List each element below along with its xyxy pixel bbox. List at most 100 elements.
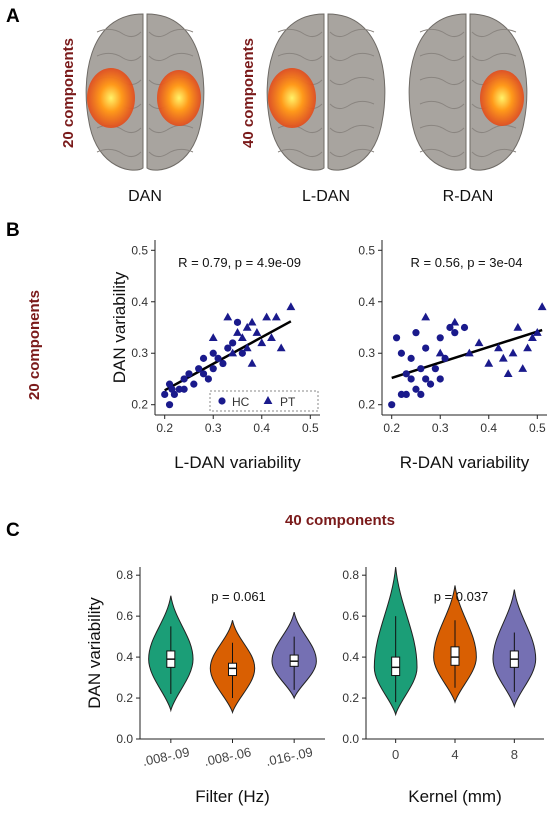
data-point-hc xyxy=(168,385,176,393)
iqr-box xyxy=(450,646,460,666)
sulcus xyxy=(148,52,194,62)
y-tick-label: 0.4 xyxy=(342,650,359,664)
panel-c-top-label: 40 components xyxy=(285,512,395,529)
y-tick-label: 0.8 xyxy=(342,568,359,582)
data-point-pt xyxy=(474,338,484,347)
legend-hc-label: HC xyxy=(232,395,250,409)
legend-pt-marker xyxy=(263,396,273,404)
x-axis-title: Filter (Hz) xyxy=(195,787,270,806)
violin-chart-kernel: 0.0 0.2 0.4 0.6 0.8 0 4 8 p = 0.037 Kernel (mm) xyxy=(342,566,544,806)
data-point-hc xyxy=(199,354,208,362)
data-point-hc xyxy=(426,380,435,388)
sulcus xyxy=(277,28,323,38)
sulcus xyxy=(329,148,375,158)
y-tick-label: 0.5 xyxy=(131,243,148,257)
data-point-pt xyxy=(513,322,523,331)
data-point-hc xyxy=(185,370,193,378)
panel-a-label-40: 40 components xyxy=(240,38,257,148)
x-tick-label: 0.4 xyxy=(253,421,270,435)
data-point-pt xyxy=(421,312,431,321)
sulcus xyxy=(419,76,465,86)
data-point-pt xyxy=(228,348,238,357)
sulcus xyxy=(471,148,517,158)
data-point-hc xyxy=(180,375,188,383)
data-point-hc xyxy=(422,344,430,352)
data-point-hc xyxy=(397,349,406,357)
y-tick-label: 0.2 xyxy=(342,691,359,705)
data-point-pt xyxy=(262,312,272,321)
x-tick-label: .016-.09 xyxy=(264,744,314,769)
y-tick-label: 0.6 xyxy=(342,609,359,623)
panel-a-label-20: 20 components xyxy=(60,38,77,148)
legend-pt-label: PT xyxy=(280,395,296,409)
data-point-hc xyxy=(412,385,420,393)
panel-c-letter: C xyxy=(6,520,20,541)
y-tick-label: 0.4 xyxy=(131,295,148,309)
data-point-hc xyxy=(441,354,449,362)
sulcus xyxy=(329,76,375,86)
sulcus xyxy=(419,148,465,158)
data-point-pt xyxy=(464,348,474,357)
x-tick-label: .008-.09 xyxy=(141,744,191,769)
data-point-pt xyxy=(518,364,528,372)
activation-right xyxy=(157,70,201,126)
data-point-pt xyxy=(247,317,257,326)
panel-a-letter: A xyxy=(6,6,20,27)
legend-hc-marker xyxy=(218,397,226,405)
data-point-hc xyxy=(402,370,410,378)
y-tick-label: 0.3 xyxy=(358,346,375,360)
sulcus xyxy=(419,52,465,62)
x-tick-label: 0.2 xyxy=(383,421,400,435)
sulcus xyxy=(329,52,375,62)
x-axis-title: L-DAN variability xyxy=(174,453,301,472)
data-point-hc xyxy=(412,329,420,337)
data-point-pt xyxy=(233,328,242,336)
data-point-hc xyxy=(431,365,439,373)
data-point-hc xyxy=(388,401,396,409)
data-point-pt xyxy=(537,302,547,311)
iqr-box xyxy=(228,662,237,677)
brain-label-r-dan: R-DAN xyxy=(443,188,494,205)
data-point-pt xyxy=(257,338,267,347)
brain-label-l-dan: L-DAN xyxy=(302,188,350,205)
data-point-hc xyxy=(165,401,174,409)
data-point-pt xyxy=(484,358,494,367)
sulcus xyxy=(419,124,465,134)
y-tick-label: 0.4 xyxy=(116,650,133,664)
data-point-hc xyxy=(451,329,459,337)
correlation-annotation: R = 0.79, p = 4.9e-09 xyxy=(178,255,301,270)
sulcus xyxy=(471,52,517,62)
x-tick-label: 0 xyxy=(392,747,399,762)
brain-label-dan: DAN xyxy=(128,188,162,205)
sulcus xyxy=(329,100,375,110)
y-tick-label: 0.2 xyxy=(116,691,133,705)
sulcus xyxy=(96,148,142,158)
data-point-hc xyxy=(180,385,188,393)
data-point-pt xyxy=(252,328,262,336)
sulcus xyxy=(148,124,194,134)
sulcus xyxy=(277,148,323,158)
data-point-pt xyxy=(503,369,513,378)
data-point-pt xyxy=(276,343,286,352)
data-point-pt xyxy=(450,317,460,326)
data-point-hc xyxy=(229,339,237,347)
data-point-hc xyxy=(199,370,208,378)
x-axis-title: R-DAN variability xyxy=(400,453,530,472)
data-point-pt xyxy=(435,348,445,357)
scatter-chart-r-dan: 0.2 0.3 0.4 0.5 0.2 0.3 0.4 0.5 R-DAN variabilit… xyxy=(358,240,547,472)
iqr-box xyxy=(391,656,401,677)
data-point-hc xyxy=(209,365,217,373)
data-point-hc xyxy=(460,323,469,332)
x-axis-title: Kernel (mm) xyxy=(408,787,502,806)
data-point-pt xyxy=(271,312,281,321)
data-point-hc xyxy=(209,349,217,357)
data-point-hc xyxy=(407,375,415,383)
brain-image-r-dan xyxy=(408,13,528,171)
data-point-hc xyxy=(446,323,454,332)
x-tick-label: 8 xyxy=(511,747,518,762)
data-point-hc xyxy=(402,390,410,399)
y-tick-label: 0.2 xyxy=(131,398,148,412)
x-tick-label: 0.3 xyxy=(205,421,222,435)
sulcus xyxy=(471,124,517,134)
